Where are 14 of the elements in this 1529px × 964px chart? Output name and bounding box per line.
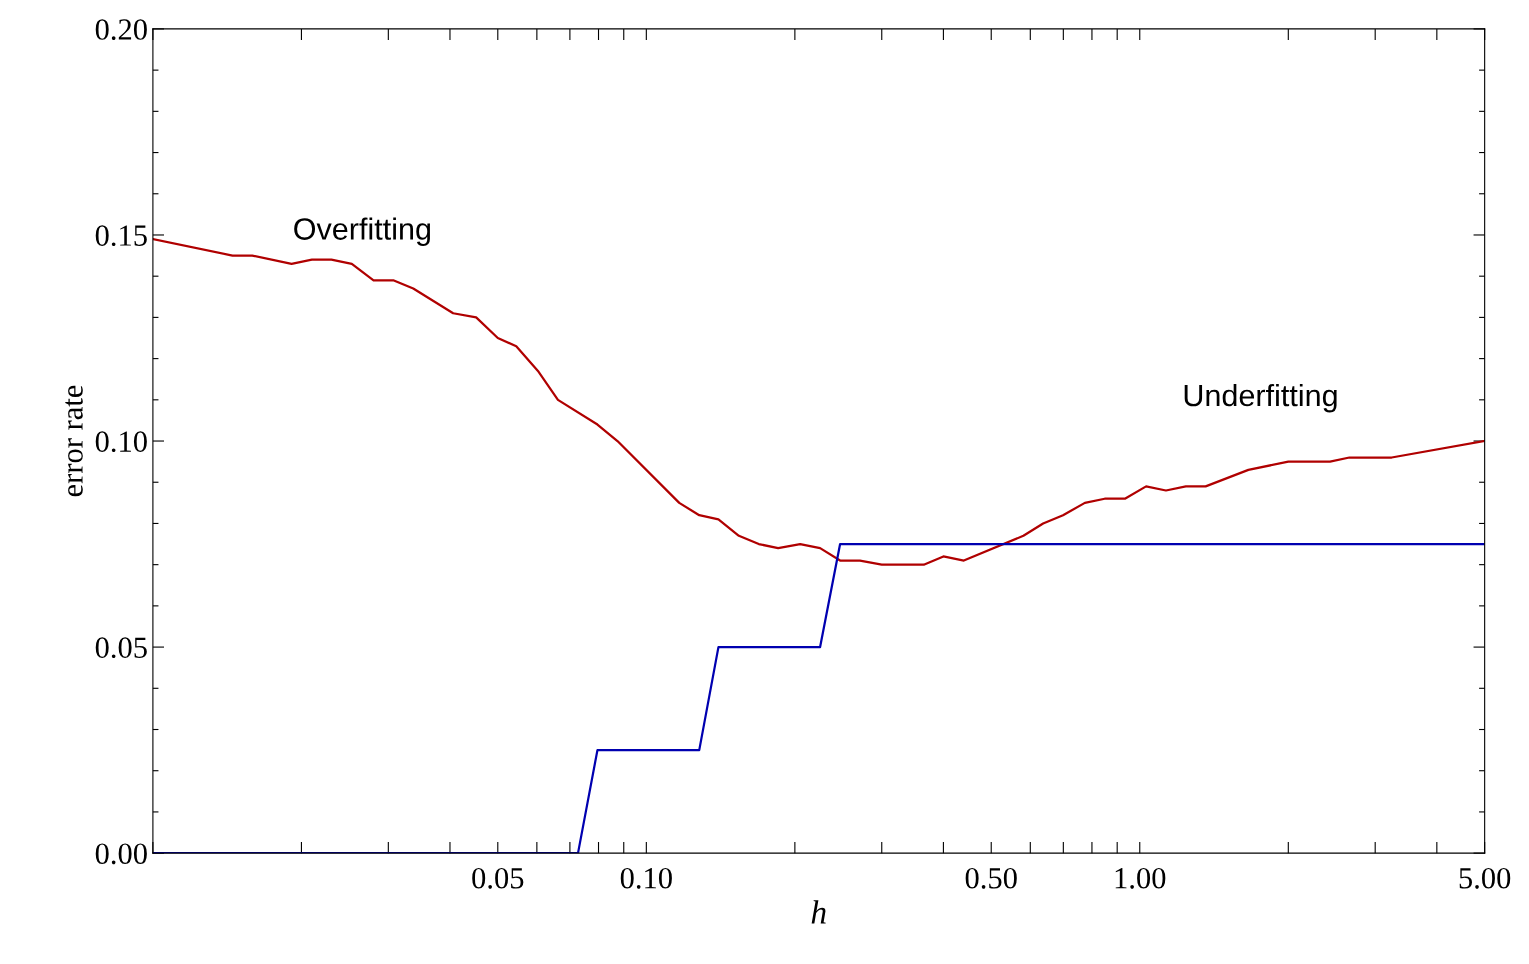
y-tick-label: 0.00 bbox=[95, 843, 147, 865]
x-tick-label: 0.50 bbox=[965, 867, 1017, 889]
x-tick-label: 0.10 bbox=[620, 867, 672, 889]
x-tick-label: 1.00 bbox=[1115, 867, 1166, 889]
y-axis-title: error rate bbox=[65, 385, 83, 497]
y-tick-label: 0.10 bbox=[95, 431, 147, 453]
annotation: Overfitting bbox=[294, 217, 431, 246]
x-axis-title: h bbox=[811, 900, 826, 924]
y-tick-label: 0.15 bbox=[95, 225, 147, 247]
y-tick-label: 0.20 bbox=[95, 19, 147, 40]
y-tick-label: 0.05 bbox=[95, 637, 147, 659]
x-tick-label: 5.00 bbox=[1459, 867, 1511, 889]
x-tick-label: 0.05 bbox=[472, 867, 524, 889]
annotation: Underfitting bbox=[1184, 383, 1337, 413]
